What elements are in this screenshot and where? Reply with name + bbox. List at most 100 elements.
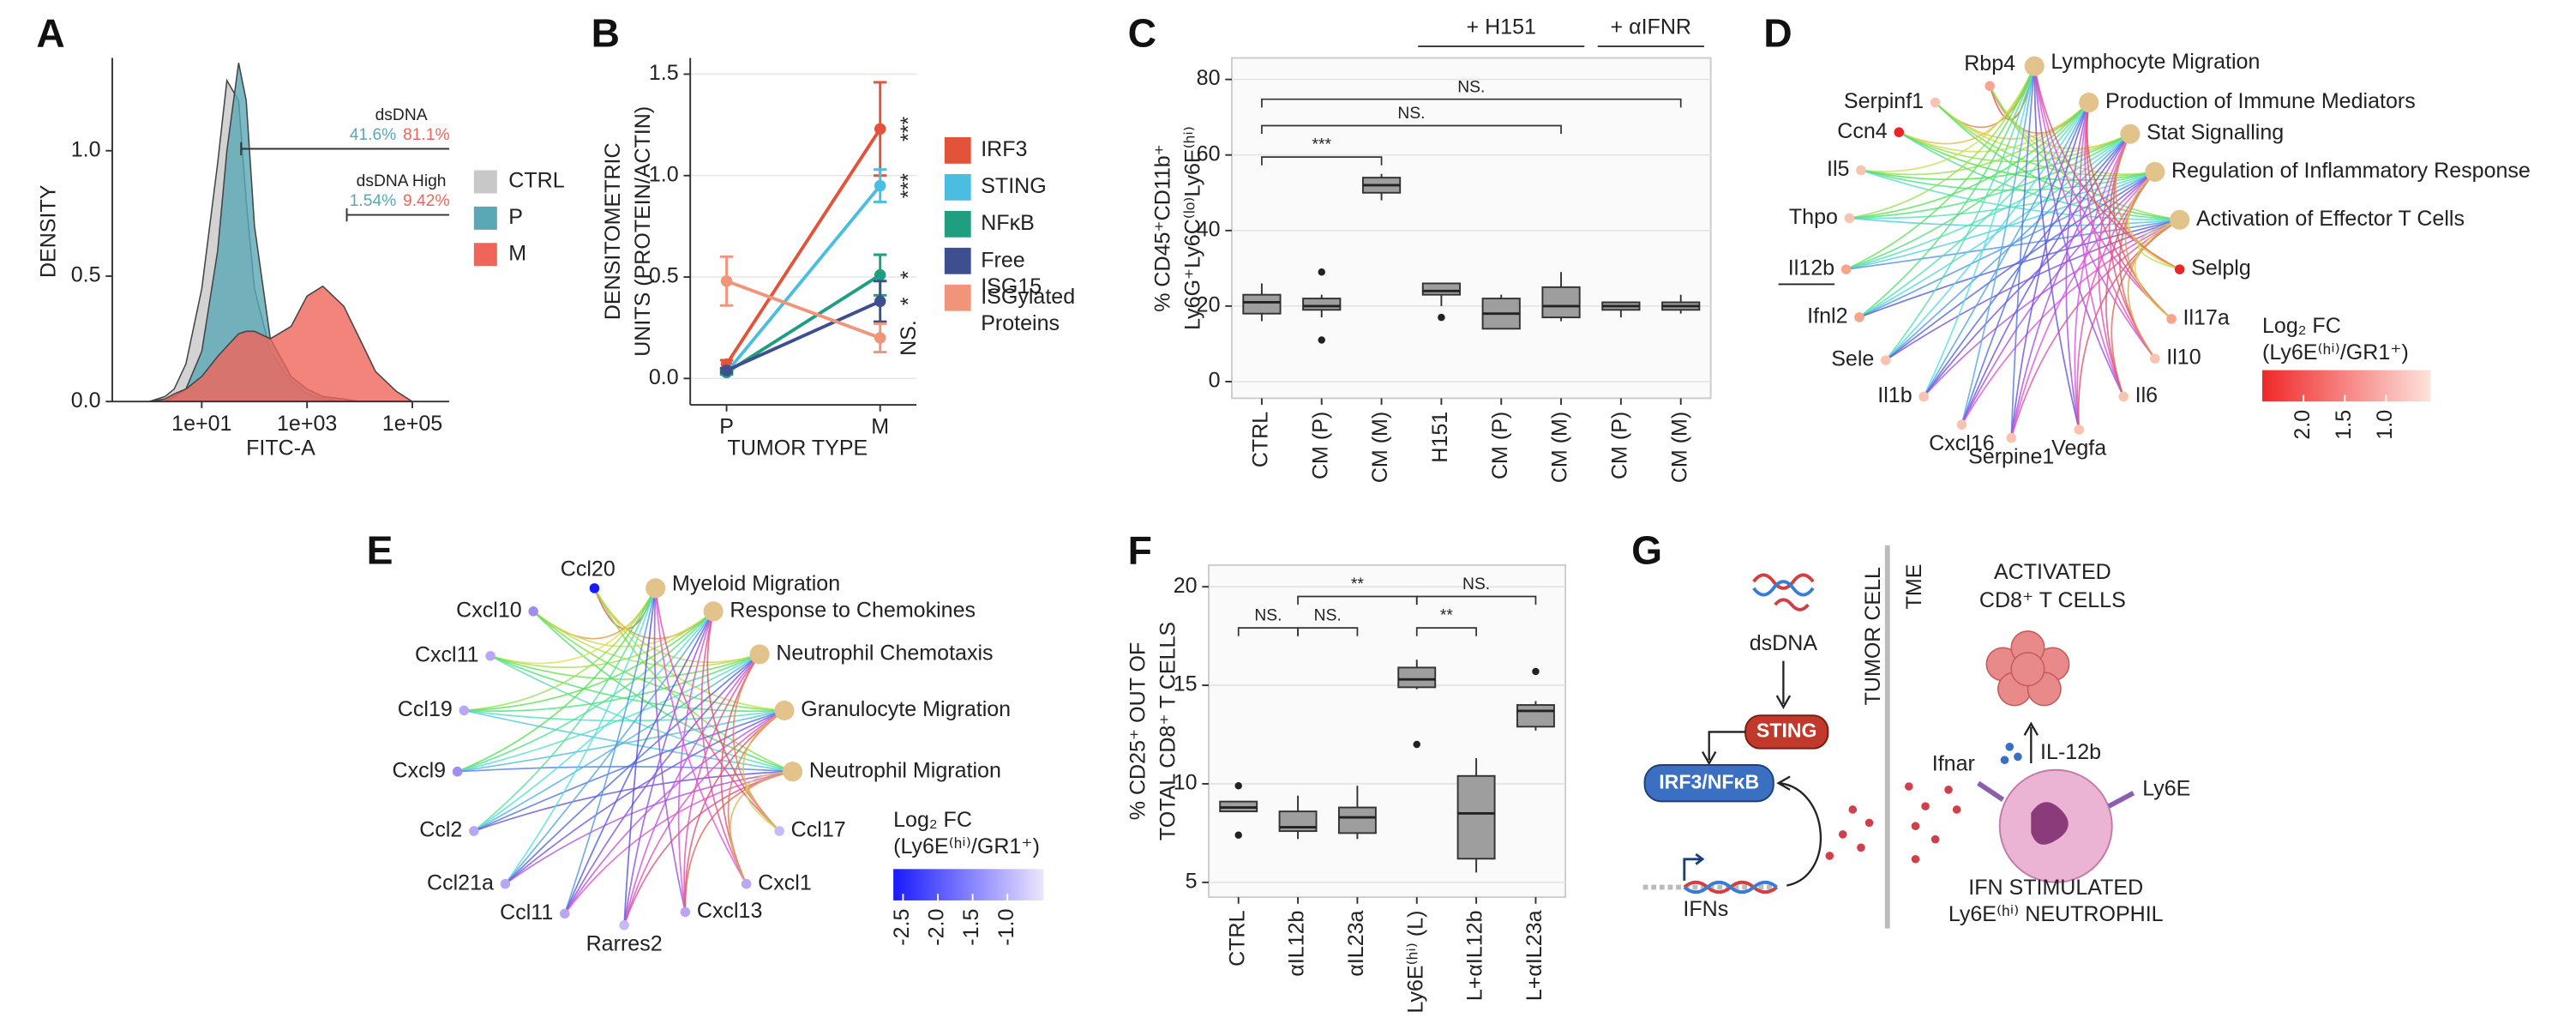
x-tick-label: CM (P) [1308,412,1332,479]
legend-title: (Ly6E⁽ʰⁱ⁾/GR1⁺) [893,834,1040,858]
gene-node [1894,127,1905,137]
y-tick-label: 10 [1174,771,1198,795]
edge [2137,219,2180,270]
significance-label: NS. [897,320,921,356]
gene-node [2166,314,2177,324]
y-tick-label: 0.5 [71,263,101,287]
box [1397,666,1437,689]
pathway-label: Response to Chemokines [730,598,976,622]
pathway-label: Granulocyte Migration [801,697,1011,721]
pathway-label: Lymphocyte Migration [2051,50,2260,74]
edge [2124,171,2172,320]
y-tick-label: 40 [1197,217,1221,241]
gene-label: Cxcl9 [393,758,447,782]
gene-label: Ifnl2 [1807,304,1847,328]
gene-label: Ccl20 [561,557,615,581]
edge [464,654,760,713]
colorbar-tick-label: -2.0 [925,909,949,946]
group-label: + αIFNR [1611,15,1691,39]
edge [2033,66,2172,320]
edge [464,587,657,712]
y-tick-label: 1.0 [71,137,101,161]
legend-label: M [508,241,526,265]
edge [2127,171,2181,270]
edge [457,654,760,773]
box [1541,286,1581,319]
edge [2065,102,2090,431]
edge [489,655,793,773]
gene-label: Ccl2 [419,818,462,842]
y-tick-label: 60 [1197,142,1221,166]
edge [1885,171,2156,361]
pathway-label: Production of Immune Mediators [2105,89,2416,113]
y-tick-label: 1.5 [649,61,679,85]
legend-swatch [944,247,971,274]
y-tick-label: 0.5 [649,264,679,288]
edge [1885,102,2090,361]
gene-label: Il17a [2183,305,2230,329]
edge [473,611,714,832]
edge [1846,101,2090,270]
y-tick-label: 0.0 [649,365,679,389]
x-tick-label: L+αIL12b [1463,910,1487,1001]
gene-label: Cxcl16 [1929,431,1995,455]
edge [1858,133,2131,318]
x-tick-label: H151 [1428,412,1452,463]
edge [1961,102,2090,425]
edge [2074,133,2131,431]
point [874,123,886,136]
edge [2033,66,2124,397]
series-line [725,299,881,372]
legend-label: IRF3 [981,137,1027,161]
edge [504,654,760,885]
edge [742,709,785,832]
point [874,332,886,344]
edge [457,611,714,773]
gene-label: Ccl11 [500,900,553,925]
edge [563,587,657,914]
edge [654,587,748,885]
edge [623,611,714,925]
y-tick-label: 20 [1197,292,1221,316]
gene-label: Thpo [1789,205,1838,229]
ifn-dots [1825,782,1961,864]
significance-label: NS. [1397,105,1425,123]
edge [1898,131,2155,181]
gate-label: dsDNA High [357,172,447,190]
box [1337,806,1377,834]
pathway-node [2145,161,2165,183]
legend-swatch [473,243,497,267]
series-line [725,279,881,340]
nucleus [2031,802,2069,845]
panel-letter: F [1128,528,1152,573]
edge [1849,217,2180,227]
edge [1858,171,2156,318]
density-curve [148,285,415,402]
gene-node [1854,312,1864,322]
significance-bracket [1261,124,1562,135]
edge [504,587,657,885]
edge [623,654,760,926]
schematic: dsDNA STING IRF3/NFκB IFNs TUMOR CELL TM… [1642,545,2190,929]
gene-label: Rarres2 [586,932,663,956]
pathway-label: Stat Signalling [2147,121,2284,145]
pathway-label: Myeloid Migration [672,572,840,596]
edge [464,611,714,712]
legend-label: STING [981,174,1047,198]
x-tick-label: CM (P) [1488,412,1512,479]
y-axis-label: Ly6G⁺Ly6C⁽ˡᵒ⁾Ly6E⁽ʰⁱ⁾ [1180,126,1204,330]
gene-label: Vegfa [2051,437,2106,461]
pathway-node [2024,56,2045,76]
pathway-label: Neutrophil Chemotaxis [776,641,993,666]
pathway-node [646,578,666,599]
significance-label: NS. [1457,78,1485,96]
edge [2010,66,2036,438]
gene-label: Cxcl1 [758,870,812,894]
label: Ifnar [1932,752,1975,776]
outlier [1234,831,1242,839]
gate-pct: 9.42% [403,192,450,210]
edge [677,611,714,913]
plot-background [1208,563,1567,899]
receptor [2107,791,2135,809]
legend-swatch [944,136,971,164]
